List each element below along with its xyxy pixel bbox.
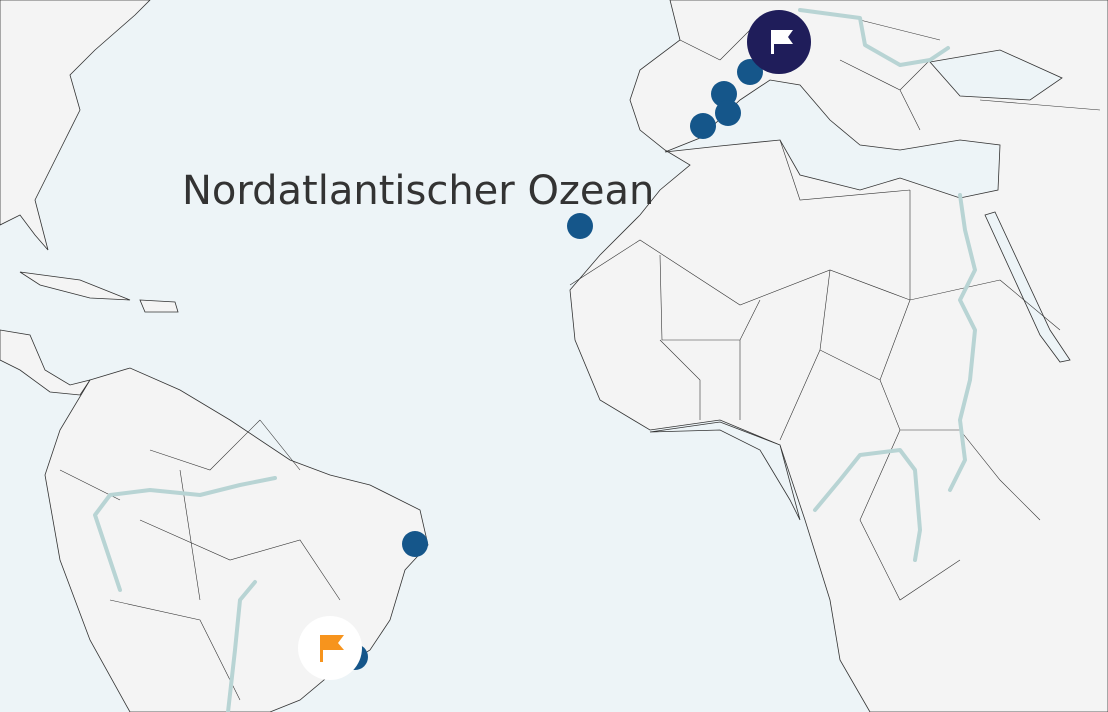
river-parana (226, 580, 257, 712)
marker-europe-3[interactable] (715, 100, 741, 126)
landmass-hispaniola (139, 299, 179, 313)
marker-europe-1[interactable] (737, 59, 763, 85)
flag-marker-europe[interactable] (747, 10, 811, 74)
sea-mediterranean (664, 79, 1001, 199)
landmass-central-america (0, 329, 91, 396)
marker-brazil-northeast[interactable] (402, 531, 428, 557)
river-amazon (93, 476, 277, 592)
sea-black (929, 49, 1063, 101)
sea-red (984, 211, 1071, 363)
ocean-label: Nordatlantischer Ozean (182, 168, 655, 214)
river-danube (798, 8, 950, 67)
river-nile (948, 193, 977, 492)
flag-marker-brazil[interactable] (298, 616, 362, 680)
flag-icon (771, 30, 793, 54)
river-congo (813, 448, 922, 562)
country-borders-africa-europe (569, 19, 1101, 601)
marker-europe-4[interactable] (690, 113, 716, 139)
landmass-north-america (0, 0, 151, 251)
country-borders-south-america (59, 419, 341, 701)
landmass-cuba (19, 271, 131, 301)
marker-canary[interactable] (567, 213, 593, 239)
flag-icon (320, 635, 344, 662)
sea-gulf-of-guinea (649, 421, 801, 521)
